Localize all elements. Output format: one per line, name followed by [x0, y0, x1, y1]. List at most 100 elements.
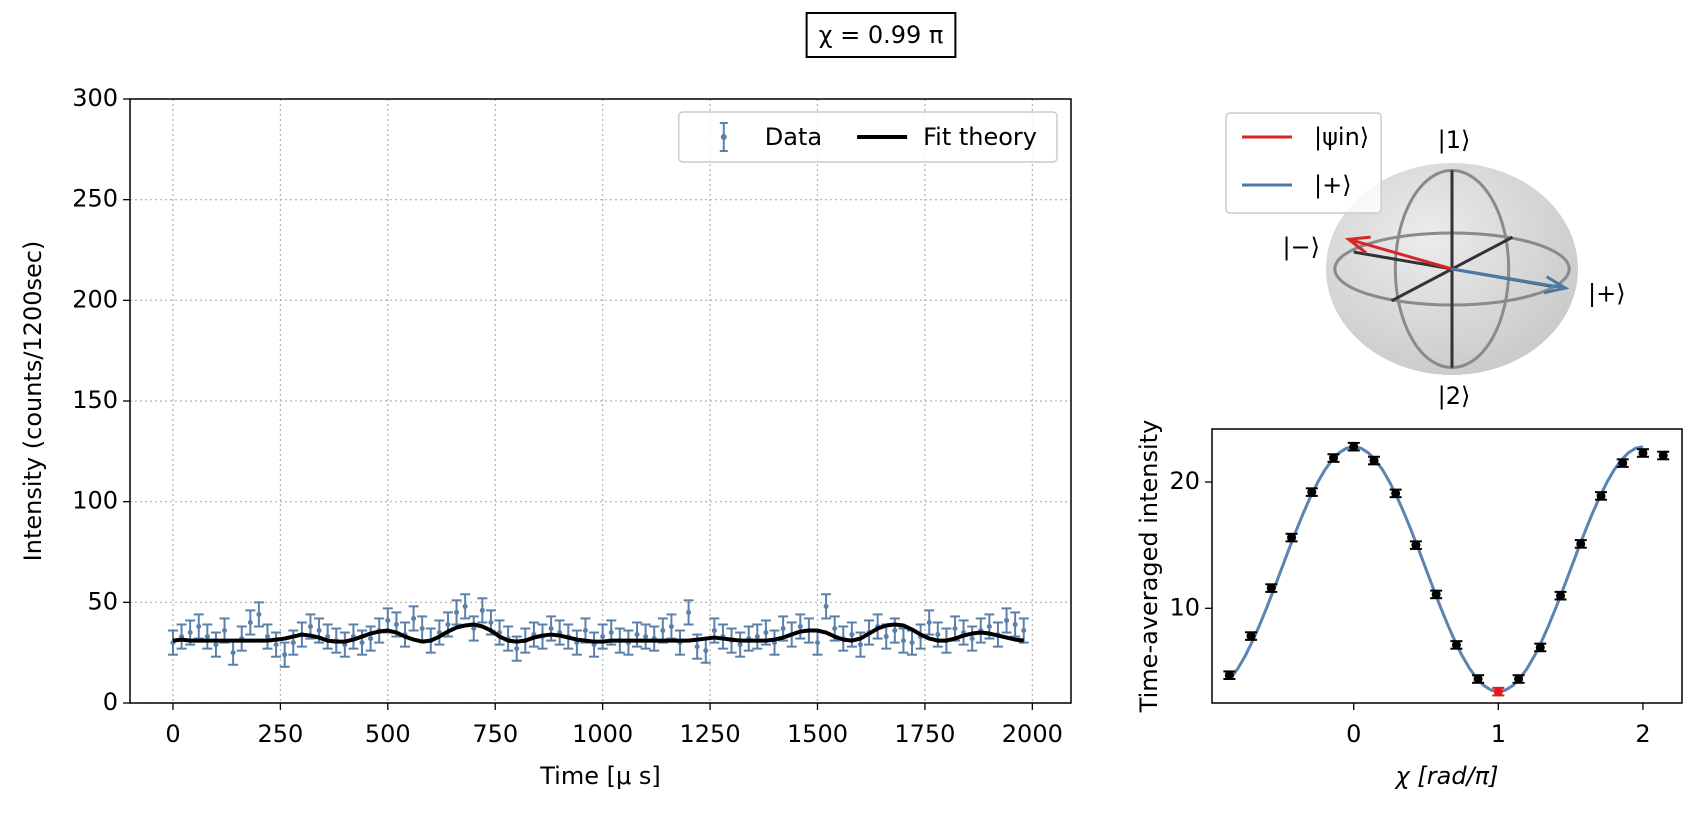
y-tick-label: 150: [72, 386, 118, 414]
data-point: [368, 636, 374, 642]
data-point: [686, 609, 692, 615]
data-point: [1369, 456, 1379, 466]
data-point: [471, 626, 477, 632]
x-tick-label: 2: [1635, 720, 1650, 748]
x-tick-label: 500: [365, 720, 411, 748]
data-point: [256, 611, 262, 617]
data-point: [711, 628, 717, 634]
y-tick-label: 20: [1169, 467, 1200, 495]
data-point: [1638, 448, 1648, 458]
data-point: [359, 640, 365, 646]
x-tick-label: 1000: [572, 720, 633, 748]
axes-frame: [1211, 428, 1683, 704]
data-point: [849, 632, 855, 638]
data-point: [1473, 674, 1483, 684]
data-point: [514, 646, 520, 652]
bloch-label: |−⟩: [1282, 233, 1320, 261]
data-point: [668, 623, 674, 629]
legend-swatch: [720, 134, 727, 140]
legend: |ψin⟩ |+⟩: [1225, 112, 1382, 214]
data-point: [608, 630, 614, 636]
data-point: [1307, 487, 1317, 497]
vector-head: [1344, 235, 1371, 254]
data-point: [660, 628, 666, 634]
data-point: [1493, 687, 1503, 697]
data-point: [634, 632, 640, 638]
data-point: [883, 634, 889, 640]
vector-shaft: [1451, 267, 1566, 290]
data-point: [230, 650, 236, 656]
data-point: [643, 634, 649, 640]
data-point: [411, 615, 417, 621]
bloch-label: |2⟩: [1438, 382, 1471, 410]
x-axis-label: χ [rad/π]: [1394, 762, 1499, 790]
data-point: [780, 626, 786, 632]
data-point: [1556, 591, 1566, 601]
axes-frame: [129, 98, 1072, 704]
data-point: [1328, 453, 1338, 463]
legend-item: Data: [719, 122, 822, 152]
plot: 0 250 500 750 1000 1250 1500 1750 2000 0 50 100 150 2…: [19, 84, 1072, 790]
data-point: [797, 623, 803, 629]
x-tick-label: 0: [165, 720, 180, 748]
plot: 0 1 2 10 20 χ [rad/π] Time-averaged intensity: [1135, 420, 1683, 790]
fit-line: [1229, 445, 1644, 694]
bloch-label: |1⟩: [1438, 126, 1471, 154]
data-point: [445, 621, 451, 627]
data-point: [1224, 670, 1234, 680]
data-point: [1391, 488, 1401, 498]
x-tick-label: 1500: [787, 720, 848, 748]
data-point: [204, 634, 210, 640]
data-point: [307, 623, 313, 629]
data-point: [969, 636, 975, 642]
data-point: [316, 628, 322, 634]
legend: Data Fit theory: [678, 111, 1058, 163]
x-tick-label: 1: [1491, 720, 1506, 748]
data-point: [763, 630, 769, 636]
legend-label: Fit theory: [923, 123, 1037, 151]
data-point: [187, 630, 193, 636]
bloch-sphere: |1⟩ |2⟩ |−⟩ |+⟩ |ψin⟩ |+⟩: [1225, 112, 1626, 410]
data-point: [814, 640, 820, 646]
y-tick-label: 50: [87, 587, 118, 615]
data-point: [385, 617, 391, 623]
y-tick-label: 0: [103, 688, 118, 716]
bloch-label: |+⟩: [1588, 279, 1626, 307]
data-point: [462, 603, 468, 609]
data-point: [1266, 583, 1276, 593]
data-point: [1004, 617, 1010, 623]
data-point: [1349, 442, 1359, 452]
data-point: [1658, 451, 1668, 461]
state-vector: [1344, 235, 1453, 271]
x-tick-label: 0: [1346, 720, 1361, 748]
data-point: [857, 642, 863, 648]
x-tick-label: 2000: [1002, 720, 1063, 748]
title-box: [805, 12, 957, 58]
data-point: [1535, 642, 1545, 652]
y-tick-label: 300: [72, 84, 118, 112]
data-point: [454, 609, 460, 615]
data-point: [926, 619, 932, 625]
data-point: [1618, 458, 1628, 468]
vector-head: [1543, 275, 1570, 295]
y-axis-label: Time-averaged intensity: [1135, 420, 1163, 714]
legend-item: Fit theory: [857, 123, 1037, 151]
data-point: [1012, 621, 1018, 627]
data-point: [952, 626, 958, 632]
data-point: [273, 642, 279, 648]
data-point: [1451, 640, 1461, 650]
data-point: [548, 626, 554, 632]
data-point: [754, 634, 760, 640]
data-point: [290, 640, 296, 646]
data-point: [832, 626, 838, 632]
y-tick-label: 200: [72, 285, 118, 313]
data-point: [909, 640, 915, 646]
data-point: [247, 619, 253, 625]
data-point: [196, 623, 202, 629]
data-point: [900, 638, 906, 644]
legend-label: |+⟩: [1314, 171, 1352, 199]
data-point: [935, 632, 941, 638]
x-tick-label: 250: [257, 720, 303, 748]
legend-label: Data: [765, 123, 822, 151]
